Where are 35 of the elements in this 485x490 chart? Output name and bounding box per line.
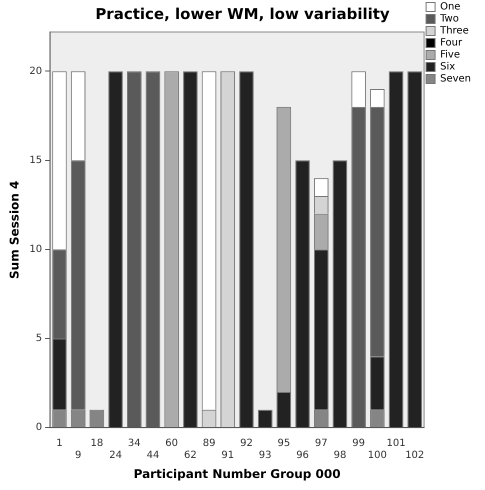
x-tick-label: 34	[128, 438, 141, 450]
x-tick-label: 95	[277, 438, 290, 450]
y-tick-label: 0	[36, 422, 42, 434]
x-tick-label: 60	[165, 438, 178, 450]
x-tick-label: 24	[109, 450, 122, 462]
y-tick-label: 10	[29, 244, 42, 255]
x-tick-label: 44	[146, 450, 160, 462]
x-tick-label: 100	[368, 450, 387, 462]
y-axis-title: Sum Session 4	[7, 180, 22, 279]
x-tick-label: 62	[184, 450, 197, 462]
legend-label: Four	[440, 38, 463, 49]
y-tick-label: 5	[36, 333, 42, 344]
legend-label: Seven	[440, 74, 472, 85]
x-tick-label: 97	[314, 438, 328, 450]
x-tick-label: 92	[240, 438, 253, 450]
x-tick-label: 101	[386, 438, 406, 450]
x-axis-title: Participant Number Group 000	[134, 466, 341, 481]
x-tick-label: 96	[296, 450, 309, 462]
x-tick-label: 9	[74, 450, 82, 462]
y-tick-label: 20	[29, 66, 42, 77]
legend-label: Five	[440, 50, 460, 61]
x-tick-label: 18	[90, 438, 104, 450]
x-tick-label: 91	[221, 450, 234, 462]
x-tick-label: 98	[334, 450, 346, 462]
x-tick-label: 89	[202, 438, 216, 450]
x-tick-label: 1	[56, 438, 63, 450]
legend-label: One	[440, 2, 460, 13]
y-tick-label: 15	[29, 154, 42, 166]
x-tick-label: 93	[258, 450, 272, 462]
legend-label: Six	[440, 62, 456, 73]
chart-title: Practice, lower WM, low variability	[95, 4, 390, 23]
legend-label: Two	[439, 14, 459, 25]
legend-label: Three	[439, 26, 469, 37]
x-tick-label: 99	[352, 438, 366, 450]
x-tick-label: 102	[405, 450, 424, 462]
